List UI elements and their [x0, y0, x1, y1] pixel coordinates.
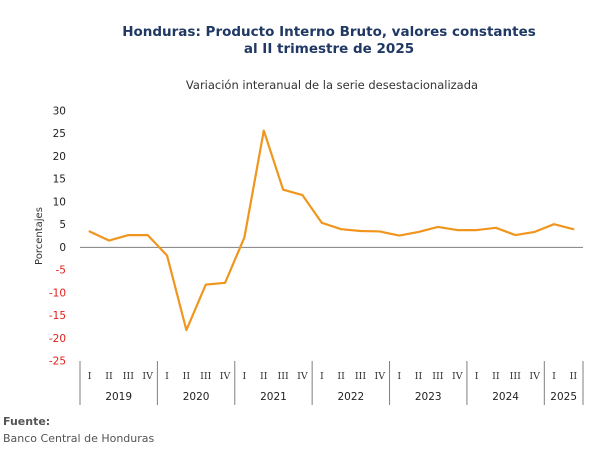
year-label: 2020	[183, 391, 210, 403]
quarter-label: II	[570, 371, 578, 382]
quarter-label: III	[123, 371, 135, 382]
y-tick-label: -15	[49, 310, 66, 322]
chart-subtitle: Variación interanual de la serie desesta…	[186, 78, 478, 92]
y-tick-label: 5	[59, 219, 66, 231]
quarter-label: II	[183, 371, 191, 382]
y-tick-label: -20	[49, 333, 66, 345]
y-tick-label: -25	[49, 356, 66, 368]
source-text: Banco Central de Honduras	[3, 432, 155, 445]
quarter-label: IV	[142, 371, 153, 382]
quarter-label: IV	[297, 371, 308, 382]
y-tick-label: 10	[53, 196, 66, 208]
quarter-label: II	[415, 371, 423, 382]
year-label: 2019	[105, 391, 132, 403]
y-tick-label: 25	[53, 128, 66, 140]
quarter-label: III	[355, 371, 367, 382]
quarter-label: III	[200, 371, 212, 382]
y-axis-ticks: 30 25 20 15 10 5 0 -5 -10 -15 -20 -25	[49, 106, 66, 368]
quarter-label: III	[432, 371, 444, 382]
series-line	[88, 129, 575, 332]
quarter-label: I	[165, 371, 169, 382]
quarter-label: I	[475, 371, 479, 382]
quarter-label: IV	[220, 371, 231, 382]
quarter-label: I	[88, 371, 92, 382]
chart-title-line2: al II trimestre de 2025	[244, 41, 414, 57]
quarter-label: II	[260, 371, 268, 382]
quarter-label: I	[320, 371, 324, 382]
quarter-label: IV	[529, 371, 540, 382]
series-group	[88, 129, 575, 332]
y-tick-label: 15	[53, 174, 66, 186]
y-axis-label: Porcentajes	[34, 207, 45, 265]
y-tick-label: 20	[53, 151, 66, 163]
y-tick-label: 0	[59, 242, 66, 254]
y-tick-label: -10	[49, 287, 66, 299]
quarter-label: III	[278, 371, 290, 382]
quarter-label: I	[243, 371, 247, 382]
year-label: 2024	[492, 391, 519, 403]
y-tick-label: 30	[53, 106, 66, 118]
quarter-label: I	[552, 371, 556, 382]
year-label: 2021	[260, 391, 287, 403]
quarter-label: IV	[375, 371, 386, 382]
chart-title-line1: Honduras: Producto Interno Bruto, valore…	[122, 24, 536, 40]
quarter-label: II	[105, 371, 113, 382]
quarter-label: II	[337, 371, 345, 382]
quarter-label: II	[492, 371, 500, 382]
y-tick-label: -5	[56, 265, 66, 277]
quarter-label: IV	[452, 371, 463, 382]
year-label: 2025	[550, 391, 577, 403]
source-label: Fuente:	[3, 415, 50, 428]
year-label: 2023	[415, 391, 442, 403]
quarter-label: III	[510, 371, 522, 382]
quarter-label: I	[397, 371, 401, 382]
year-label: 2022	[337, 391, 364, 403]
